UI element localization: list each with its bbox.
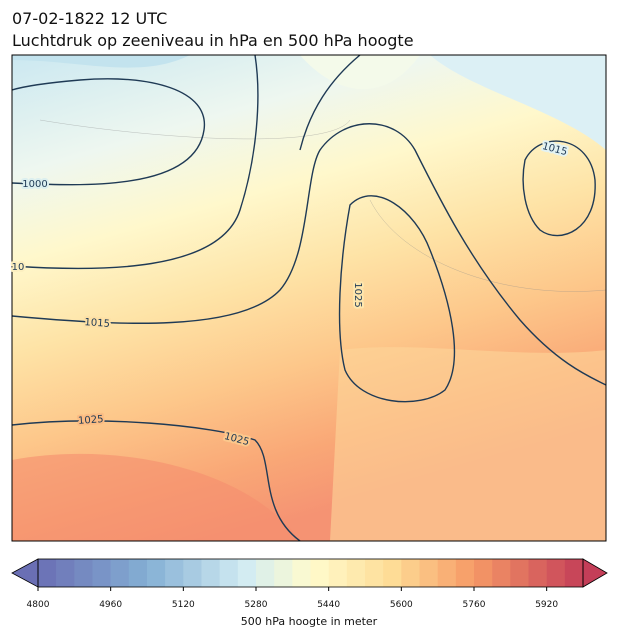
contour-label: 1025 bbox=[78, 414, 104, 427]
colorbar-tick-label: 4960 bbox=[99, 600, 122, 610]
isobar bbox=[522, 140, 596, 237]
colorbar-bin bbox=[92, 559, 111, 587]
colorbar-tick-label: 5600 bbox=[390, 600, 413, 610]
colorbar-bin bbox=[383, 559, 402, 587]
colorbar-bin bbox=[437, 559, 457, 587]
contour-label: 1000 bbox=[22, 179, 47, 190]
contour-label: 1025 bbox=[352, 282, 363, 307]
isobar bbox=[12, 55, 259, 270]
colorbar-bin bbox=[183, 559, 202, 587]
isobar bbox=[12, 78, 205, 186]
colorbar-bin bbox=[310, 559, 329, 587]
colorbar-bin bbox=[219, 559, 239, 587]
colorbar-tick-label: 5120 bbox=[172, 600, 195, 610]
contour-label: 10 bbox=[12, 262, 25, 273]
colorbar-bin bbox=[401, 559, 420, 587]
colorbar-bin bbox=[510, 559, 529, 587]
colorbar-frame bbox=[37, 558, 584, 588]
isobar bbox=[299, 55, 361, 151]
colorbar-bin bbox=[564, 559, 584, 587]
subtitle: Luchtdruk op zeeniveau in hPa en 500 hPa… bbox=[12, 31, 414, 50]
colorbar-label: 500 hPa hoogte in meter bbox=[241, 615, 378, 628]
colorbar-bin bbox=[56, 559, 75, 587]
map-frame bbox=[11, 54, 607, 542]
height-field bbox=[12, 55, 190, 68]
colorbar-bin bbox=[492, 559, 511, 587]
isobar bbox=[338, 195, 456, 403]
colorbar-bin bbox=[274, 559, 293, 587]
colorbar-extend bbox=[11, 558, 39, 588]
colorbar-bin bbox=[128, 559, 148, 587]
height-field bbox=[12, 453, 300, 541]
colorbar-bin bbox=[546, 559, 566, 587]
colorbar-bin bbox=[455, 559, 475, 587]
colorbar-bin bbox=[74, 559, 93, 587]
colorbar-bin bbox=[292, 559, 311, 587]
isobar bbox=[12, 420, 301, 541]
colorbar-tick-label: 5920 bbox=[535, 600, 558, 610]
height-field bbox=[330, 347, 606, 541]
colorbar-tick-label: 5280 bbox=[245, 600, 268, 610]
title: 07-02-1822 12 UTC bbox=[12, 9, 167, 28]
height-field bbox=[430, 55, 606, 150]
colorbar-extend bbox=[582, 558, 608, 588]
colorbar-tick-label: 5440 bbox=[317, 600, 340, 610]
colorbar-tick-label: 4800 bbox=[27, 600, 50, 610]
isobar bbox=[12, 123, 606, 386]
colorbar-bin bbox=[110, 559, 130, 587]
colorbar-bin bbox=[237, 559, 257, 587]
contour-label: 1015 bbox=[84, 317, 110, 330]
colorbar-bin bbox=[328, 559, 348, 587]
map-area bbox=[12, 55, 606, 541]
colorbar-bin bbox=[147, 559, 166, 587]
colorbar-bin bbox=[474, 559, 493, 587]
colorbar-bin bbox=[256, 559, 275, 587]
height-field bbox=[300, 55, 420, 90]
colorbar-bin bbox=[528, 559, 547, 587]
colorbar-bin bbox=[201, 559, 220, 587]
colorbar-bin bbox=[346, 559, 366, 587]
colorbar-bin bbox=[165, 559, 184, 587]
colorbar: 4800 4960 5120 5280 5440 5600 5760 5920 bbox=[11, 558, 608, 610]
colorbar-bin bbox=[365, 559, 384, 587]
colorbar-tick-label: 5760 bbox=[463, 600, 486, 610]
colorbar-bin bbox=[38, 559, 57, 587]
colorbar-bin bbox=[419, 559, 438, 587]
